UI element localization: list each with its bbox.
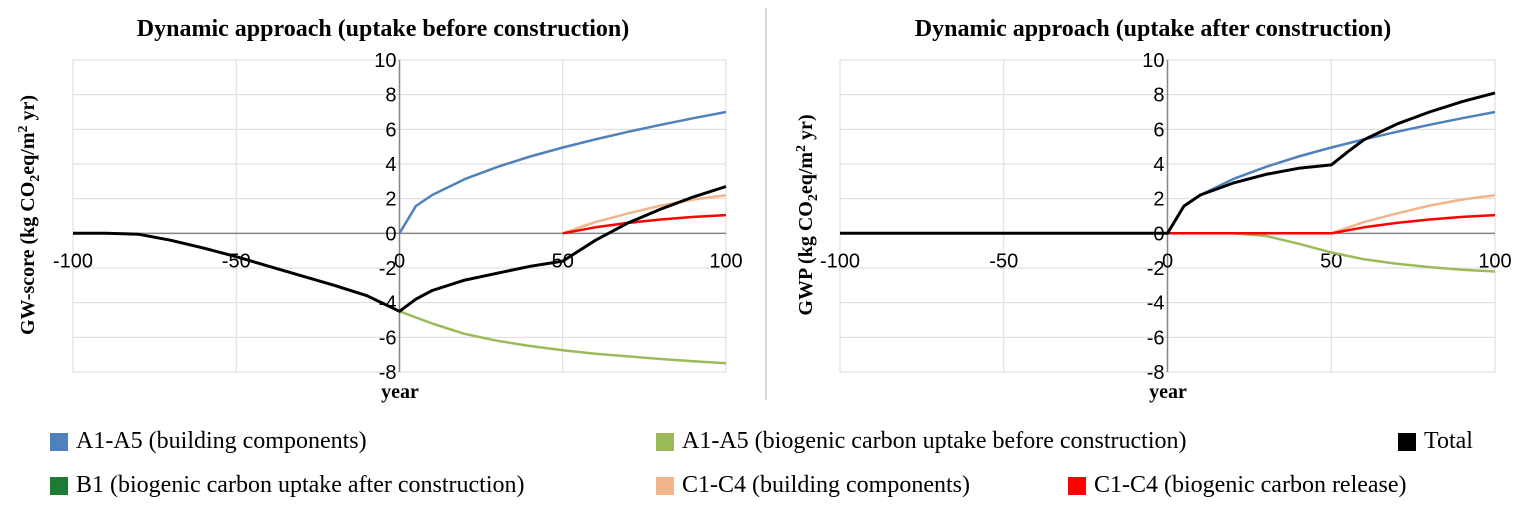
legend-swatch-icon bbox=[50, 476, 68, 495]
series-line-c1-c4-building-components bbox=[562, 193, 727, 235]
x-tick-label: 100 bbox=[709, 250, 742, 272]
series-line-b1-biogenic-carbon-uptake-after-construction bbox=[1167, 232, 1496, 273]
y-axis-label-part: GW-score (kg CO bbox=[17, 182, 39, 335]
y-tick-label: 8 bbox=[1153, 85, 1164, 107]
series-line-total bbox=[840, 91, 1496, 235]
legend-swatch-icon bbox=[1068, 476, 1086, 495]
x-tick-label: -50 bbox=[989, 250, 1018, 272]
y-tick-label: 4 bbox=[385, 154, 396, 176]
y-tick-label: -8 bbox=[379, 362, 397, 384]
legend-swatch-icon bbox=[1398, 432, 1416, 451]
y-tick-label: -6 bbox=[1147, 327, 1165, 349]
y-axis-label-part: 2 bbox=[28, 175, 43, 182]
x-tick-label: -100 bbox=[820, 250, 860, 272]
y-axis-label-part: 2 bbox=[16, 126, 31, 133]
y-axis-label-part: 2 bbox=[794, 145, 809, 152]
y-axis-label-part: eq/m bbox=[17, 132, 39, 175]
y-axis-label: GW-score (kg CO2eq/m2 yr) bbox=[16, 95, 43, 335]
legend-swatch-icon bbox=[50, 432, 68, 451]
y-tick-label: -4 bbox=[1147, 293, 1165, 315]
legend-item-b1: B1 (biogenic carbon uptake after constru… bbox=[50, 472, 525, 499]
x-tick-label: 50 bbox=[1320, 250, 1342, 272]
legend-label: A1-A5 (building components) bbox=[76, 428, 367, 454]
legend-swatch-icon bbox=[656, 432, 674, 451]
y-tick-label: -2 bbox=[1147, 258, 1165, 280]
legend-label: C1-C4 (building components) bbox=[682, 472, 970, 498]
y-tick-label: 6 bbox=[385, 119, 396, 141]
series-line-c1-c4-biogenic-carbon-release bbox=[840, 213, 1496, 235]
x-axis-label: year bbox=[381, 381, 419, 403]
y-tick-label: -2 bbox=[379, 258, 397, 280]
x-tick-label: 100 bbox=[1478, 250, 1511, 272]
legend: A1-A5 (building components) A1-A5 (bioge… bbox=[0, 420, 1528, 515]
series-line-c1-c4-biogenic-carbon-release bbox=[562, 213, 727, 235]
y-axis-label-part: eq/m bbox=[795, 152, 817, 195]
series-line-a1-a5-building-components bbox=[398, 110, 727, 234]
y-tick-label: 10 bbox=[1142, 50, 1164, 72]
y-tick-label: 0 bbox=[385, 223, 396, 245]
legend-item-total: Total bbox=[1398, 428, 1473, 455]
legend-label: C1-C4 (biogenic carbon release) bbox=[1094, 472, 1407, 498]
y-tick-label: 4 bbox=[1153, 154, 1164, 176]
chart-title: Dynamic approach (uptake before construc… bbox=[137, 16, 629, 42]
y-tick-label: 2 bbox=[1153, 189, 1164, 211]
y-axis-label-part: yr) bbox=[17, 95, 39, 126]
legend-label: B1 (biogenic carbon uptake after constru… bbox=[76, 472, 525, 498]
y-axis-label-part: GWP (kg CO bbox=[795, 201, 817, 315]
y-tick-label: -6 bbox=[379, 327, 397, 349]
legend-item-c1c4-building: C1-C4 (building components) bbox=[656, 472, 970, 499]
chart-title: Dynamic approach (uptake after construct… bbox=[915, 16, 1391, 42]
x-tick-label: 0 bbox=[394, 250, 405, 272]
y-tick-label: 10 bbox=[374, 50, 396, 72]
y-tick-label: 8 bbox=[385, 85, 396, 107]
series-line-a1-a5-biogenic-carbon-uptake-before-construction bbox=[399, 310, 727, 365]
legend-swatch-icon bbox=[656, 476, 674, 495]
y-tick-label: 6 bbox=[1153, 119, 1164, 141]
series-line-total bbox=[73, 185, 727, 313]
series-line-c1-c4-building-components bbox=[1330, 193, 1496, 235]
y-tick-label: 2 bbox=[385, 189, 396, 211]
y-axis-label-part: 2 bbox=[806, 194, 821, 201]
legend-item-a1a5-biogenic: A1-A5 (biogenic carbon uptake before con… bbox=[656, 428, 1186, 455]
y-axis-label: GWP (kg CO2eq/m2 yr) bbox=[794, 114, 821, 315]
legend-item-c1c4-biogenic: C1-C4 (biogenic carbon release) bbox=[1068, 472, 1407, 499]
legend-label: Total bbox=[1424, 428, 1473, 454]
legend-item-a1a5-building: A1-A5 (building components) bbox=[50, 428, 367, 455]
x-tick-label: 0 bbox=[1162, 250, 1173, 272]
legend-label: A1-A5 (biogenic carbon uptake before con… bbox=[682, 428, 1187, 454]
y-tick-label: -8 bbox=[1147, 362, 1165, 384]
x-tick-label: -100 bbox=[53, 250, 93, 272]
x-axis-label: year bbox=[1149, 381, 1187, 403]
y-axis-label-part: yr) bbox=[795, 114, 817, 145]
